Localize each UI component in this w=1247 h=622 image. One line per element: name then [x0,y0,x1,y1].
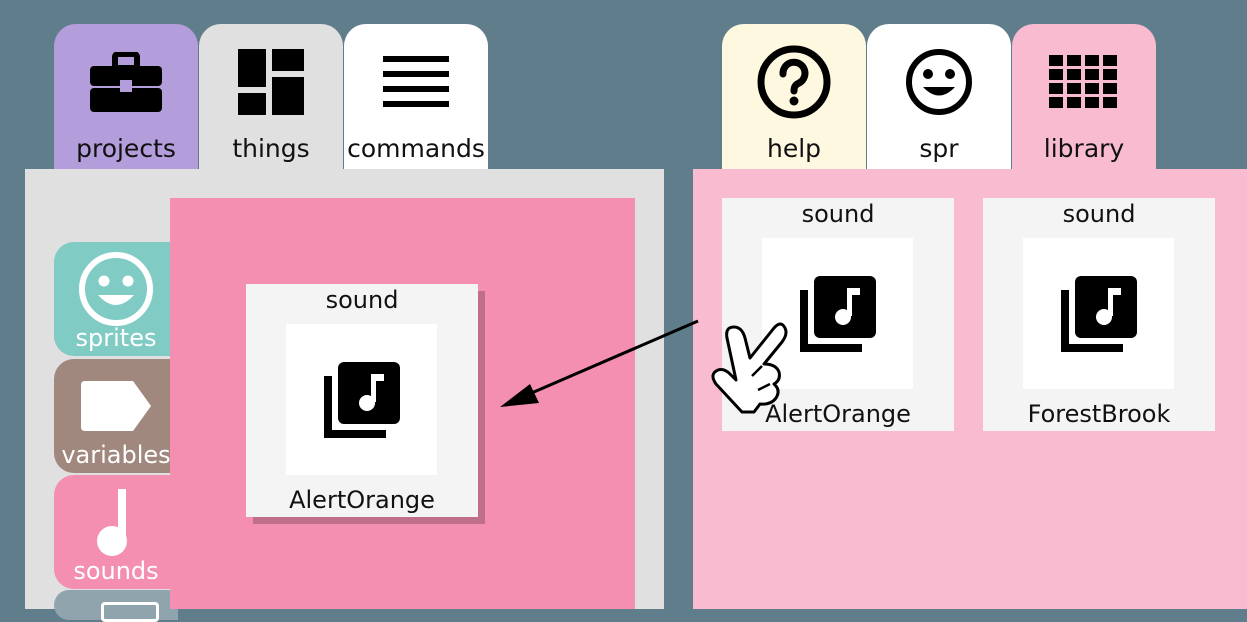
grid-icon [1012,46,1156,118]
tab-label: things [232,134,310,163]
music-library-icon [799,275,876,352]
category-sounds[interactable]: sounds [54,475,178,589]
tab-commands[interactable]: commands [344,24,488,170]
label-icon [54,363,178,449]
stage-sound-card[interactable]: sound AlertOrange [246,284,478,517]
tab-things[interactable]: things [199,24,343,170]
card-name: ForestBrook [1027,400,1171,428]
tab-spr[interactable]: spr [867,24,1011,170]
briefcase-icon [54,46,198,118]
list-icon [344,46,488,118]
card-type: sound [325,286,399,314]
library-sound-card[interactable]: sound AlertOrange [722,198,954,431]
category-variables[interactable]: variables [54,359,178,473]
tab-label: projects [76,134,176,163]
card-type: sound [801,200,875,228]
card-thumbnail [762,238,913,389]
card-thumbnail [1023,238,1174,389]
category-label: sounds [73,557,159,585]
category-partial[interactable] [54,590,178,622]
tab-help[interactable]: help [722,24,866,170]
library-sound-card[interactable]: sound ForestBrook [983,198,1215,431]
tab-library[interactable]: library [1012,24,1156,170]
card-type: sound [1062,200,1136,228]
tab-label: spr [919,134,959,163]
card-thumbnail [286,324,437,475]
music-library-icon [1060,275,1137,352]
category-label: variables [61,441,171,469]
card-name: AlertOrange [289,486,435,514]
smiley-icon [54,246,178,332]
music-library-icon [323,361,400,438]
tab-label: help [766,134,822,163]
card-name: AlertOrange [765,400,911,428]
tab-projects[interactable]: projects [54,24,198,170]
music-note-icon [54,479,178,565]
tab-label: library [1043,134,1125,163]
help-circle-icon [722,45,866,119]
smiley-icon [867,46,1011,118]
tab-label: commands [347,134,485,163]
category-label: sprites [75,324,157,352]
category-sprites[interactable]: sprites [54,242,178,356]
dashboard-icon [199,46,343,118]
